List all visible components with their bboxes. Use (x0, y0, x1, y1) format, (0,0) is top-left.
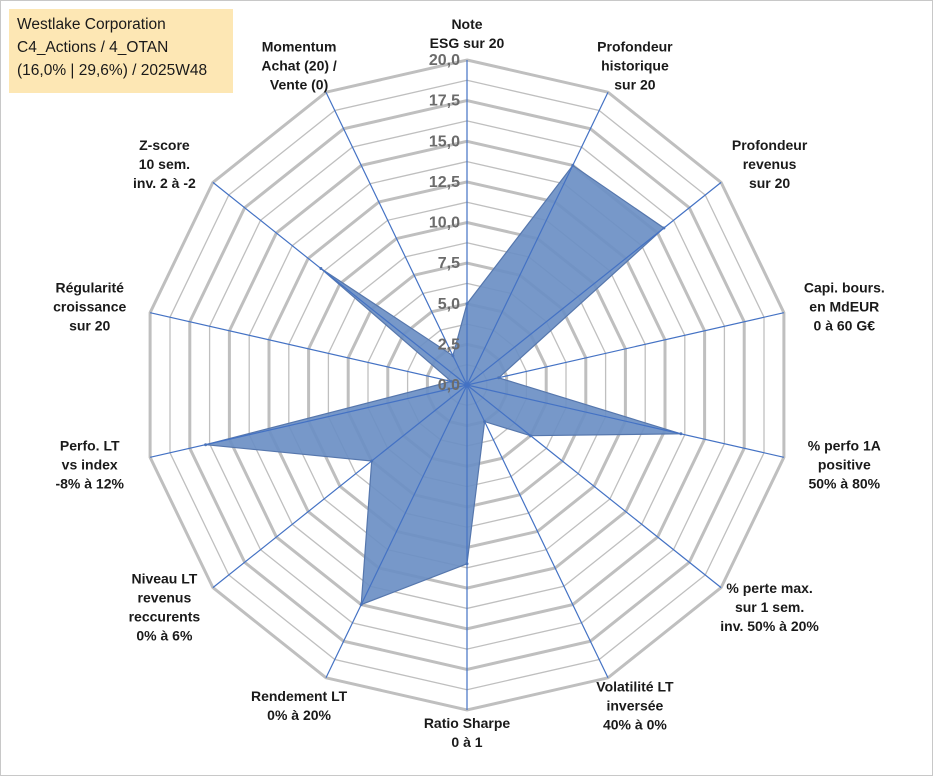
tick-label: 15,0 (429, 133, 460, 150)
axis-label-line: sur 1 sem. (735, 599, 804, 615)
axis-label-line: positive (818, 457, 871, 473)
axis-label-line: sur 20 (69, 318, 110, 334)
axis-label-line: Perfo. LT (60, 438, 120, 454)
axis-label-line: Note (451, 16, 482, 32)
axis-spoke (325, 384, 468, 679)
axis-label-line: 0% à 6% (136, 627, 193, 643)
axis-label-line: % perte max. (726, 580, 812, 596)
axis-label-line: 40% à 0% (603, 716, 667, 732)
axis-label-line: Volatilité LT (596, 678, 674, 694)
axis-spoke (466, 384, 609, 679)
tick-label: 0,0 (438, 377, 460, 394)
axis-label: Profondeur revenus sur 20 (732, 137, 808, 191)
axis-label-line: ESG sur 20 (430, 35, 505, 51)
stats-label: (16,0% | 29,6%) / 2025W48 (17, 62, 208, 79)
axis-spoke (466, 384, 785, 458)
axis-spoke (466, 91, 609, 386)
axis-label-line: Capi. bours. (804, 280, 885, 296)
axis-label-line: revenus (743, 156, 797, 172)
tick-label: 17,5 (429, 93, 460, 110)
axis-label: Z-score 10 sem. inv. 2 à -2 (133, 137, 196, 191)
axis-label-line: vs index (62, 457, 118, 473)
tick-label: 5,0 (438, 296, 460, 313)
axis-label-line: -8% à 12% (55, 476, 124, 492)
axis-spoke (149, 312, 468, 386)
axis-spoke (466, 384, 722, 589)
axis-label-line: Vente (0) (270, 77, 328, 93)
axis-label: Niveau LT revenus reccurents 0% à 6% (129, 570, 201, 643)
axis-label-line: % perfo 1A (808, 438, 881, 454)
tick-label: 7,5 (438, 255, 460, 272)
axis-label-line: revenus (138, 589, 192, 605)
axis-label-line: en MdEUR (809, 299, 879, 315)
axis-label-line: Niveau LT (131, 570, 197, 586)
axis-label-line: inv. 50% à 20% (720, 618, 819, 634)
axis-spoke (212, 384, 468, 589)
axis-label-line: inv. 2 à -2 (133, 175, 196, 191)
tick-label: 10,0 (429, 215, 460, 232)
axis-label-line: 0 à 60 G€ (814, 318, 876, 334)
axis-label-line: Profondeur (732, 137, 808, 153)
tick-label: 20,0 (429, 52, 460, 69)
axis-spoke (212, 181, 468, 386)
axis-label: Ratio Sharpe 0 à 1 (424, 715, 511, 750)
axis-label-line: Régularité (55, 280, 124, 296)
axis-label: Momentum Achat (20) / Vente (0) (261, 39, 337, 93)
axis-label-line: Rendement LT (251, 688, 348, 704)
axis-label-line: Z-score (139, 137, 190, 153)
axis-label-line: Profondeur (597, 39, 673, 55)
axis-label: Régularité croissance sur 20 (53, 280, 126, 334)
chart-title-box: Westlake Corporation C4_Actions / 4_OTAN… (9, 9, 233, 93)
axis-label: Note ESG sur 20 (430, 16, 505, 51)
company-name: Westlake Corporation (17, 16, 166, 33)
axis-label-line: Achat (20) / (261, 58, 337, 74)
axis-spoke (325, 91, 468, 386)
axis-label-line: sur 20 (749, 175, 790, 191)
axis-label: Profondeur historique sur 20 (597, 39, 673, 93)
axis-label: Capi. bours. en MdEUR 0 à 60 G€ (804, 280, 885, 334)
tick-label: 12,5 (429, 174, 460, 191)
tick-label: 2,5 (438, 336, 460, 353)
axis-label-line: 0 à 1 (451, 734, 482, 750)
axis-labels: Note ESG sur 20 Profondeur historique sur 20… (53, 16, 885, 750)
axis-label: % perfo 1A positive 50% à 80% (808, 438, 881, 492)
axis-label-line: Momentum (262, 39, 337, 55)
axis-spoke (149, 384, 468, 458)
axis-label-line: historique (601, 58, 669, 74)
category-label: C4_Actions / 4_OTAN (17, 39, 169, 56)
axis-label-line: 10 sem. (139, 156, 190, 172)
axis-spoke (466, 181, 722, 386)
axis-label-line: 50% à 80% (808, 476, 880, 492)
axis-label: Rendement LT 0% à 20% (251, 688, 348, 723)
axis-label: % perte max. sur 1 sem. inv. 50% à 20% (720, 580, 819, 634)
radar-axes (149, 60, 785, 710)
axis-label-line: inversée (606, 697, 663, 713)
radial-tick-labels: 0,0 2,5 5,0 7,5 10,0 12,5 15,0 17,5 20,0 (429, 52, 460, 394)
axis-label-line: croissance (53, 299, 126, 315)
axis-label-line: 0% à 20% (267, 707, 331, 723)
axis-spoke (466, 312, 785, 386)
axis-label-line: reccurents (129, 608, 201, 624)
axis-label: Volatilité LT inversée 40% à 0% (596, 678, 674, 732)
axis-label-line: sur 20 (614, 77, 655, 93)
axis-label-line: Ratio Sharpe (424, 715, 511, 731)
axis-label: Perfo. LT vs index -8% à 12% (55, 438, 124, 492)
